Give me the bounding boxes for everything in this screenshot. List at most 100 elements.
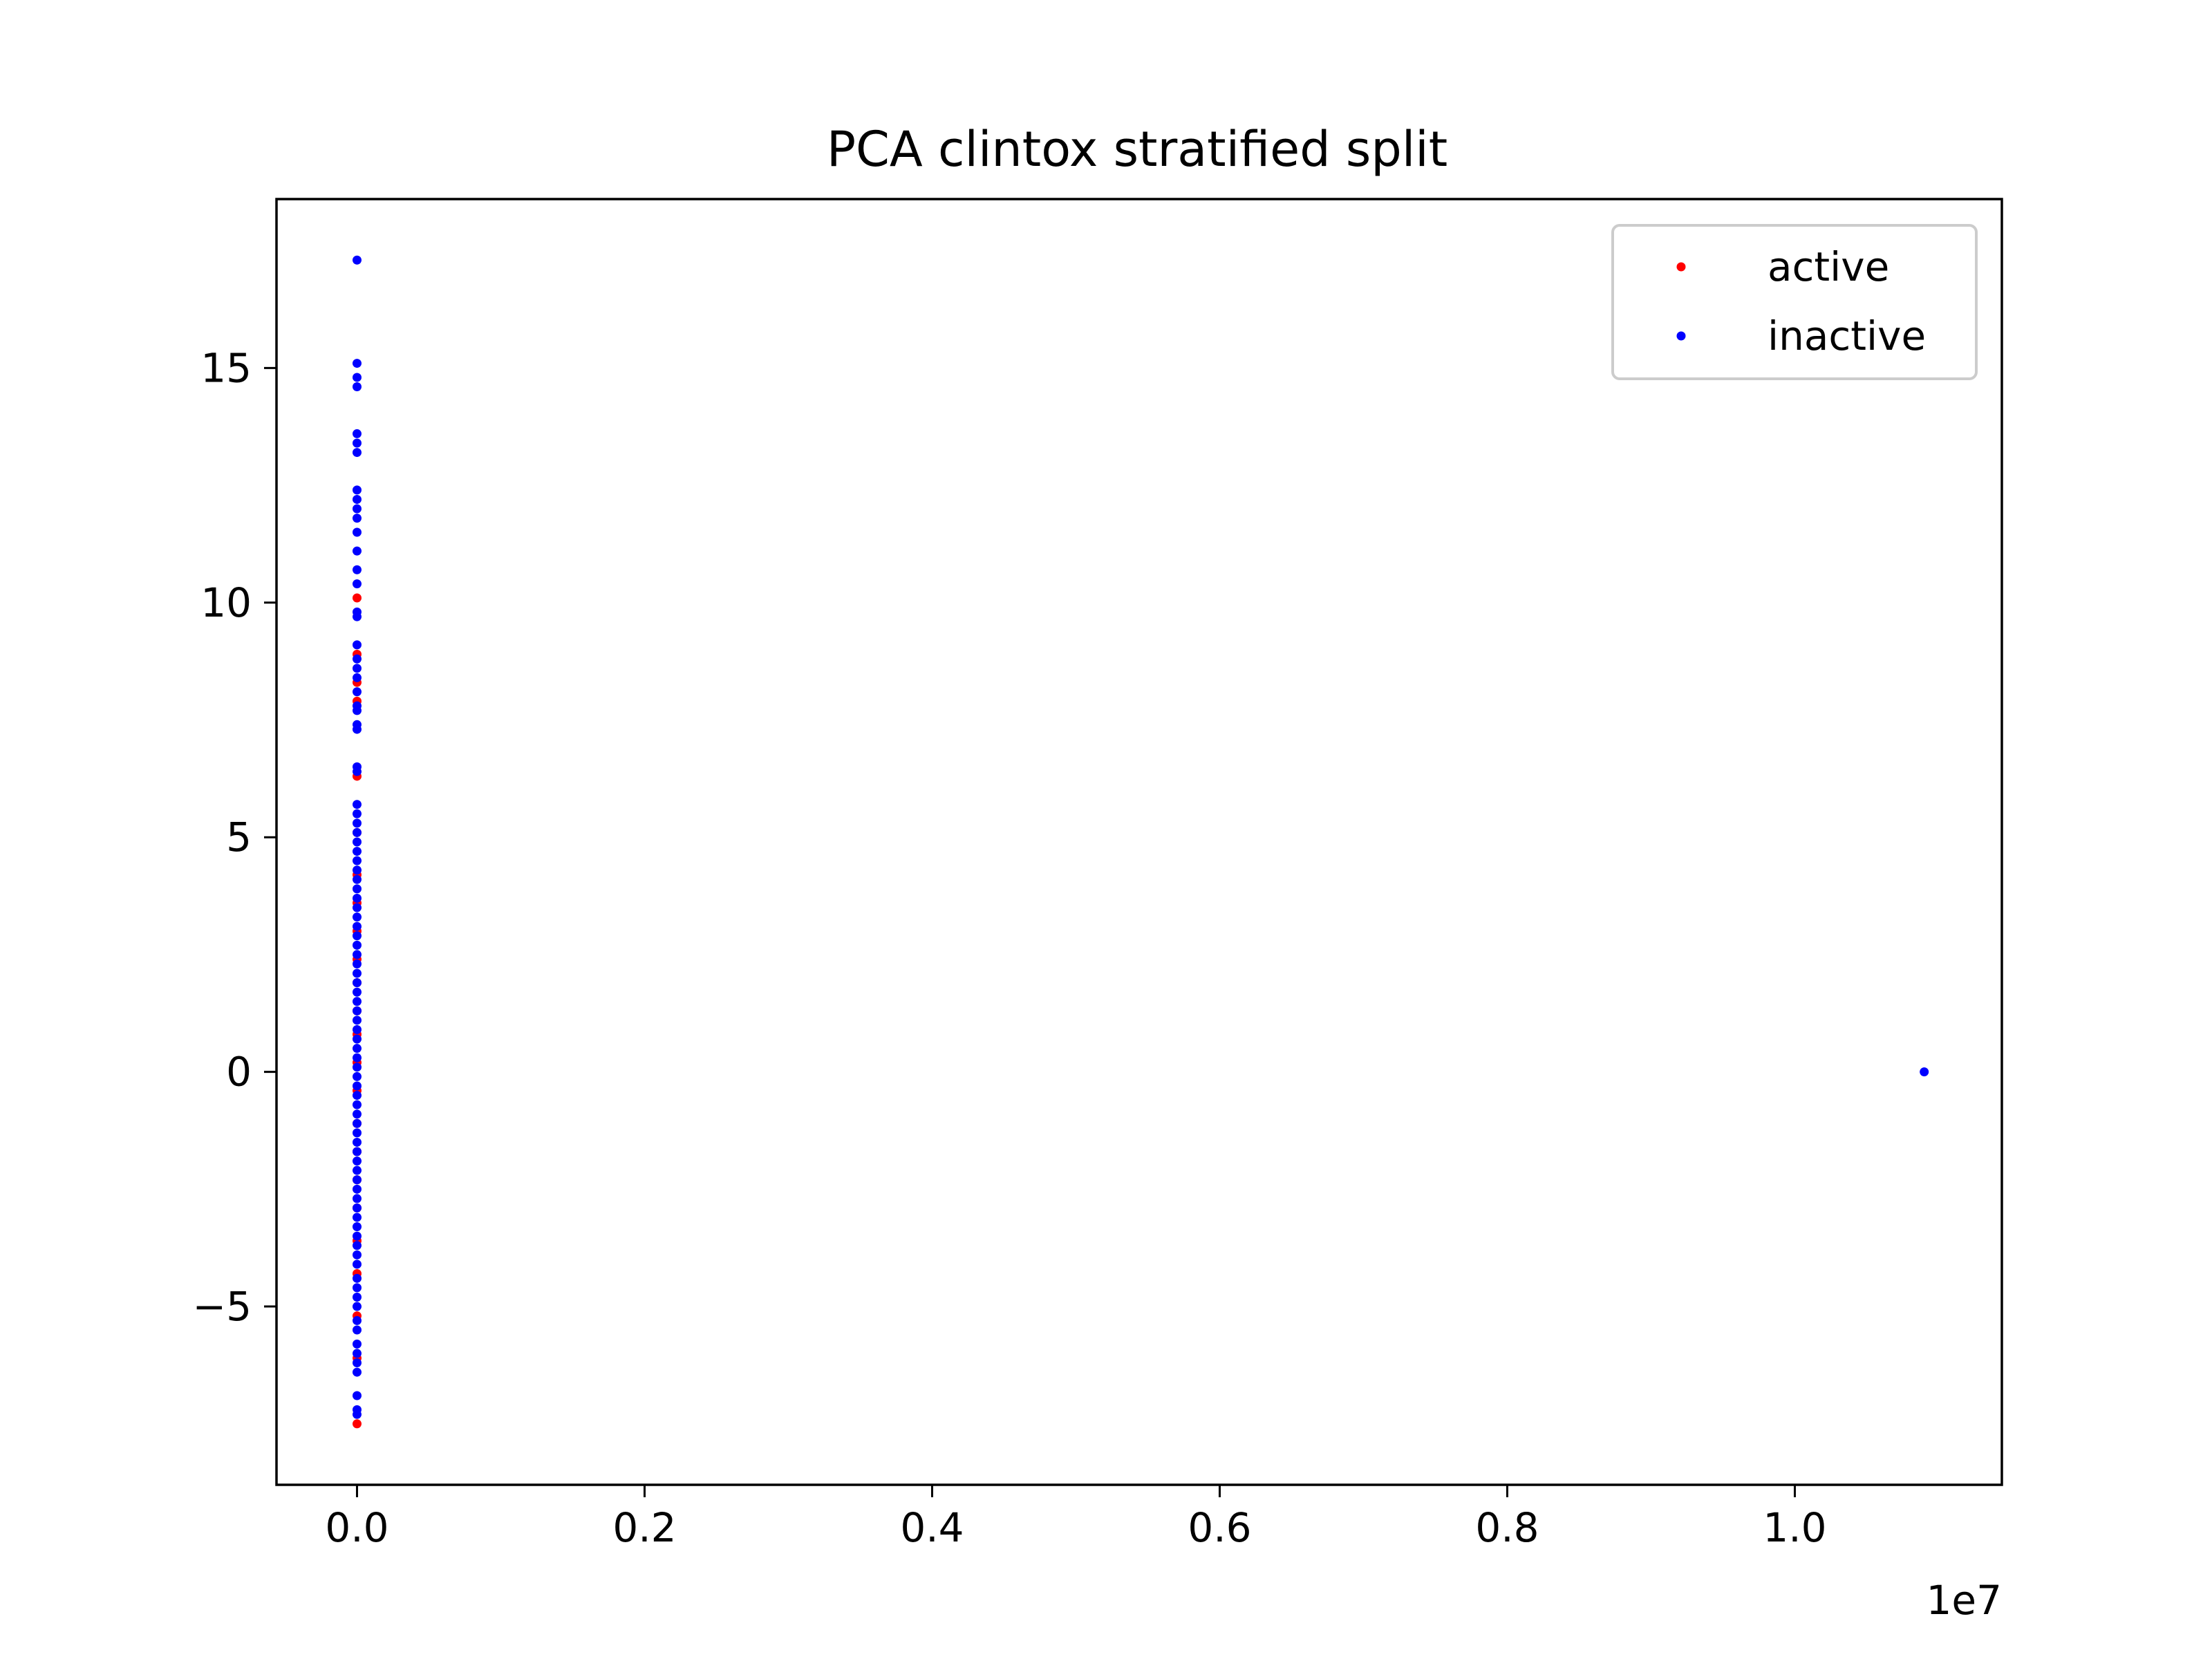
- point-inactive: [352, 1273, 362, 1283]
- point-inactive: [352, 818, 362, 828]
- point-inactive: [352, 865, 362, 875]
- point-inactive: [352, 1053, 362, 1062]
- point-inactive: [352, 579, 362, 589]
- x-offset-label: 1e7: [1927, 1577, 2003, 1624]
- point-inactive: [352, 1222, 362, 1232]
- point-inactive: [352, 664, 362, 673]
- point-inactive: [352, 448, 362, 458]
- point-inactive: [352, 1091, 362, 1100]
- point-inactive: [352, 987, 362, 997]
- point-inactive: [352, 827, 362, 837]
- point-inactive: [352, 673, 362, 682]
- point-inactive: [352, 1071, 362, 1081]
- point-inactive: [352, 1137, 362, 1147]
- point-inactive: [352, 1367, 362, 1377]
- x-tick-label: 1.0: [1763, 1504, 1826, 1551]
- point-inactive: [352, 1081, 362, 1091]
- point-inactive: [352, 1231, 362, 1241]
- y-tick-label: 5: [226, 814, 252, 861]
- point-inactive: [352, 1349, 362, 1358]
- chart-title: PCA clintox stratified split: [827, 121, 1447, 178]
- point-inactive: [352, 1165, 362, 1175]
- point-inactive: [352, 1006, 362, 1015]
- legend-marker-active: [1676, 262, 1686, 272]
- point-inactive: [352, 809, 362, 818]
- point-inactive: [352, 1034, 362, 1044]
- plot-frame: [275, 198, 2003, 1486]
- point-inactive: [352, 1250, 362, 1259]
- point-inactive: [352, 1339, 362, 1349]
- x-tick-label: 0.4: [900, 1504, 964, 1551]
- point-inactive: [352, 1044, 362, 1053]
- point-inactive: [352, 504, 362, 514]
- point-inactive: [352, 1358, 362, 1368]
- point-inactive: [352, 847, 362, 856]
- point-inactive: [352, 1391, 362, 1400]
- point-inactive: [352, 640, 362, 650]
- x-tick-label: 0.2: [612, 1504, 676, 1551]
- legend: active inactive: [1611, 224, 1978, 380]
- point-inactive: [352, 1156, 362, 1166]
- point-inactive: [352, 546, 362, 556]
- y-tick-label: 0: [226, 1049, 252, 1096]
- point-inactive: [352, 856, 362, 865]
- point-inactive: [352, 903, 362, 912]
- legend-label-active: active: [1768, 243, 1889, 290]
- x-tick-label: 0.6: [1188, 1504, 1251, 1551]
- point-inactive: [352, 912, 362, 922]
- y-tick-label: 10: [200, 579, 252, 626]
- point-inactive: [352, 968, 362, 978]
- point-inactive: [352, 997, 362, 1006]
- point-inactive: [352, 893, 362, 903]
- point-inactive: [352, 724, 362, 734]
- point-inactive: [352, 767, 362, 776]
- y-tick-label: 15: [200, 344, 252, 391]
- x-axis: 0.0 0.2 0.4 0.6 0.8 1.0: [325, 1485, 1827, 1551]
- x-tick-label: 0.0: [325, 1504, 388, 1551]
- point-inactive: [352, 874, 362, 884]
- point-inactive: [352, 485, 362, 495]
- point-inactive: [352, 940, 362, 950]
- point-inactive: [352, 654, 362, 664]
- point-inactive: [352, 527, 362, 537]
- point-inactive: [352, 931, 362, 941]
- point-inactive: [352, 687, 362, 697]
- point-inactive: [352, 959, 362, 968]
- point-inactive: [352, 1283, 362, 1293]
- point-inactive: [352, 1175, 362, 1185]
- point-inactive: [352, 565, 362, 574]
- point-inactive: [352, 706, 362, 715]
- points-layer: [352, 255, 1929, 1429]
- point-inactive: [352, 1212, 362, 1222]
- x-tick-label: 0.8: [1475, 1504, 1539, 1551]
- point-inactive: [352, 1292, 362, 1302]
- point-inactive: [352, 373, 362, 382]
- point-inactive: [352, 1100, 362, 1109]
- point-inactive: [352, 921, 362, 931]
- point-inactive: [352, 1025, 362, 1035]
- point-inactive: [352, 359, 362, 368]
- point-inactive: [352, 1241, 362, 1250]
- point-inactive: [352, 1015, 362, 1025]
- point-inactive: [1920, 1067, 1929, 1077]
- point-inactive: [352, 1062, 362, 1072]
- point-inactive: [352, 1109, 362, 1119]
- point-inactive: [352, 494, 362, 504]
- point-inactive: [352, 800, 362, 809]
- point-inactive: [352, 1203, 362, 1212]
- legend-marker-inactive: [1676, 331, 1686, 341]
- point-inactive: [352, 1409, 362, 1419]
- y-tick-label: −5: [193, 1283, 252, 1330]
- point-inactive: [352, 884, 362, 894]
- legend-label-inactive: inactive: [1768, 312, 1926, 359]
- legend-box: [1611, 224, 1978, 380]
- point-inactive: [352, 1194, 362, 1203]
- point-inactive: [352, 1315, 362, 1325]
- point-inactive: [352, 429, 362, 438]
- point-active: [352, 1419, 362, 1429]
- point-inactive: [352, 255, 362, 265]
- point-inactive: [352, 950, 362, 959]
- point-inactive: [352, 438, 362, 448]
- point-inactive: [352, 1325, 362, 1335]
